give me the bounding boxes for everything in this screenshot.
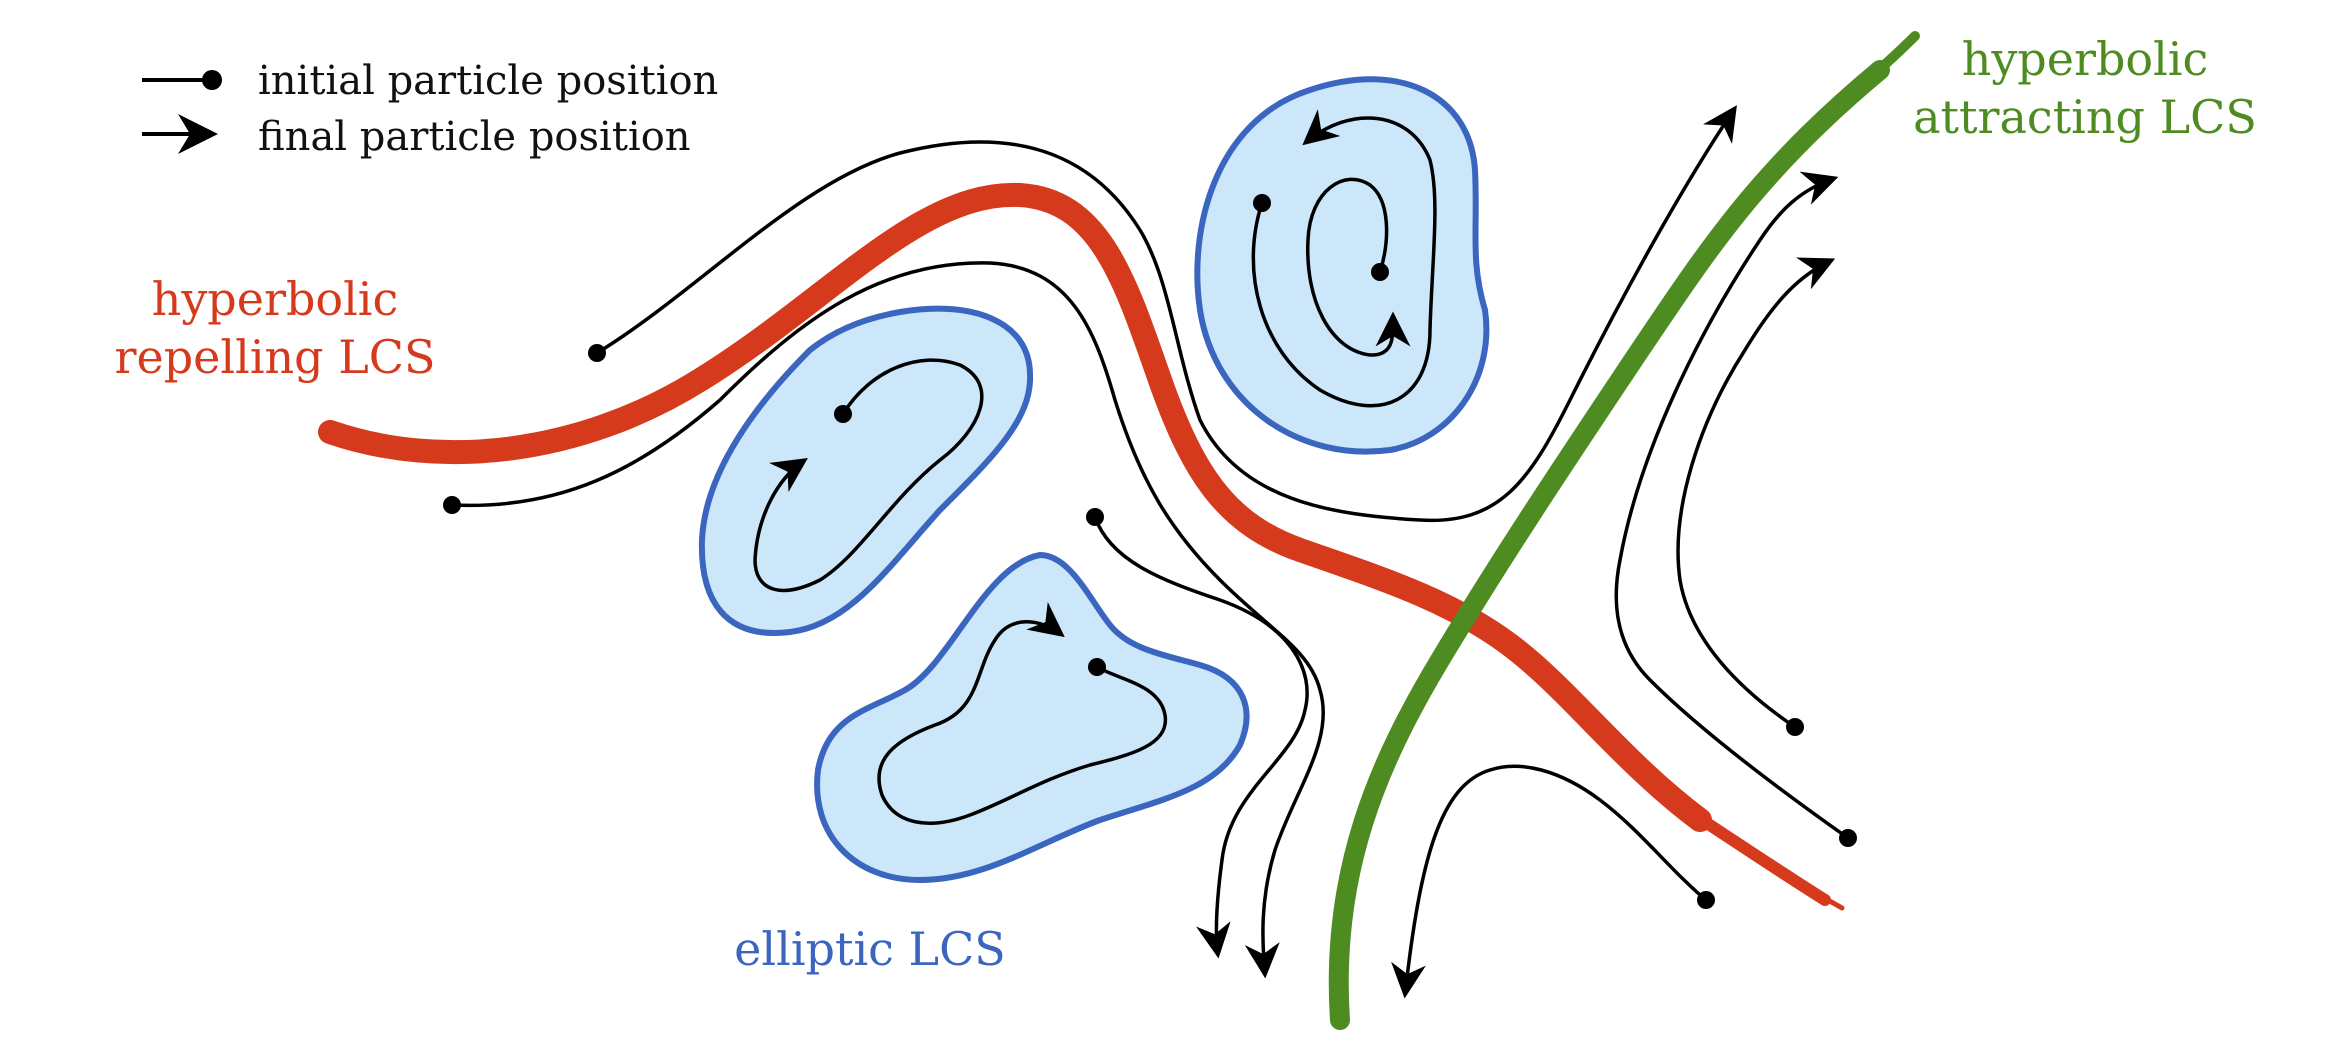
dot-icon [443, 496, 461, 514]
dot-icon [1371, 263, 1389, 281]
spiral-middle [753, 358, 984, 593]
trajectory-bottom-right [1391, 764, 1708, 999]
attracting-label-line2: attracting LCS [1913, 90, 2257, 144]
attracting-label-line1: hyperbolic [1962, 32, 2209, 86]
elliptic-region-top [1194, 76, 1490, 455]
legend: initial particle position final particle… [142, 58, 718, 160]
elliptic-lcs-regions [698, 76, 1490, 884]
trajectory-right-1 [1614, 171, 1850, 840]
attracting-lcs-tail [1865, 31, 1920, 83]
repelling-label-line2: repelling LCS [115, 330, 436, 384]
region-labels: hyperbolic repelling LCS hyperbolic attr… [115, 32, 2257, 976]
spiral-top [1251, 109, 1437, 408]
dot-icon [1086, 508, 1104, 526]
dot-icon [834, 405, 852, 423]
trajectory-right-2 [1676, 257, 1836, 729]
elliptic-region-bottom [814, 551, 1250, 884]
repelling-label-line1: hyperbolic [152, 272, 399, 326]
repelling-lcs-tail-fine [1797, 882, 1845, 911]
legend-final-label: final particle position [258, 114, 691, 160]
repelling-lcs [318, 182, 1845, 911]
attracting-lcs [1328, 31, 1920, 1030]
repelling-lcs-curve [318, 182, 1712, 832]
trajectory-middle [1093, 516, 1309, 959]
dot-icon [1786, 718, 1804, 736]
initial-positions [443, 194, 1857, 909]
dot-icon [202, 70, 222, 90]
dot-icon [1697, 891, 1715, 909]
dot-icon [1839, 829, 1857, 847]
trajectory-upper [596, 105, 1737, 523]
attracting-lcs-curve [1328, 60, 1890, 1030]
elliptic-region-middle [698, 305, 1034, 636]
elliptic-label: elliptic LCS [734, 922, 1006, 976]
spiral-bottom [877, 601, 1168, 825]
legend-initial-label: initial particle position [258, 58, 718, 104]
spiral-top-inner [1306, 177, 1411, 357]
dot-icon [1088, 658, 1106, 676]
dot-icon [1253, 194, 1271, 212]
dot-icon [588, 344, 606, 362]
trajectories [451, 105, 1850, 999]
trajectory-lower [451, 261, 1326, 979]
